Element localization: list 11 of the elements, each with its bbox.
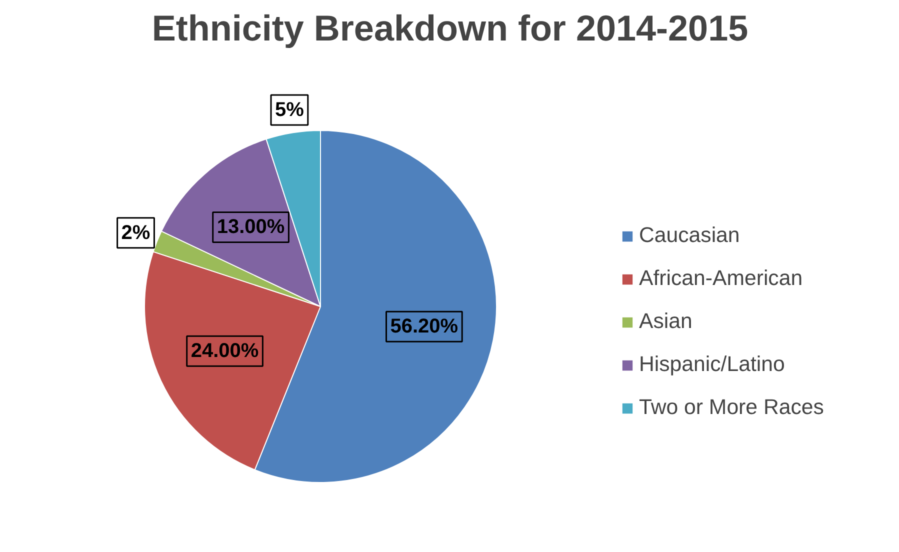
- data-label: 13.00%: [216, 216, 285, 238]
- data-label: 24.00%: [190, 340, 259, 362]
- legend-label: Caucasian: [639, 223, 740, 248]
- data-label: 2%: [121, 222, 150, 244]
- data-label: 5%: [274, 99, 304, 122]
- legend-label: Asian: [639, 309, 692, 334]
- legend-label: African-American: [639, 266, 803, 291]
- data-label: 56.20%: [390, 316, 458, 338]
- legend-label: Two or More Races: [639, 395, 824, 420]
- chart-title: Ethnicity Breakdown for 2014-2015: [152, 8, 748, 48]
- legend-label: Hispanic/Latino: [639, 352, 785, 377]
